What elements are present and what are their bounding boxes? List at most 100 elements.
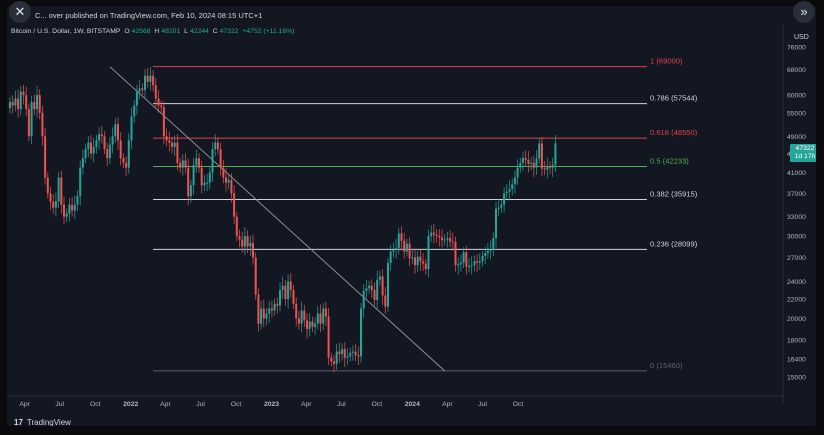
candle-body <box>265 313 268 319</box>
candle-body <box>125 162 128 168</box>
candle-body <box>176 142 179 163</box>
candle-body <box>122 158 125 163</box>
candle-body <box>495 208 497 239</box>
candle-body <box>435 234 438 237</box>
y-tick-label: 49000 <box>787 134 806 141</box>
fib-level-label: 0.786 (57544) <box>650 94 698 103</box>
candle-body <box>11 101 14 106</box>
candle-body <box>17 98 20 110</box>
candle-body <box>171 142 173 147</box>
candle-body <box>144 75 146 91</box>
candle-body <box>203 182 206 186</box>
candle-body <box>362 290 365 309</box>
fib-level-label: 0.382 (35915) <box>650 189 698 198</box>
candle-body <box>446 238 449 240</box>
candle-body <box>492 238 495 250</box>
candle-body <box>157 98 160 106</box>
low-value: 42244 <box>189 28 209 35</box>
candle-body <box>90 142 92 154</box>
candle-body <box>262 308 265 319</box>
candle-body <box>135 91 138 106</box>
fib-level-label: 0.236 (28099) <box>650 239 698 248</box>
candle-body <box>522 158 524 163</box>
candle-body <box>378 276 381 280</box>
close-icon[interactable]: ✕ <box>9 1 31 23</box>
candle-body <box>300 310 303 324</box>
candle-body <box>230 180 233 194</box>
candle-body <box>9 101 11 109</box>
candle-body <box>497 207 500 209</box>
candle-body <box>103 136 106 150</box>
candle-body <box>22 91 25 96</box>
candle-body <box>192 165 195 186</box>
y-tick-label: 15000 <box>787 375 806 382</box>
candle-body <box>392 250 395 252</box>
publisher-header: C... over published on TradingView.com, … <box>7 6 816 24</box>
candle-body <box>68 204 71 214</box>
candle-body <box>524 158 527 161</box>
x-tick-label: 2022 <box>123 401 138 408</box>
candle-body <box>292 290 295 304</box>
candle-body <box>27 109 30 137</box>
fib-level-label: 1 (69000) <box>650 57 683 66</box>
candle-body <box>92 146 95 154</box>
candle-body <box>408 243 411 259</box>
price-chart[interactable]: 1 (69000) 0.786 (57544) 0.618 (48550) 0.5 (… <box>7 6 816 426</box>
candle-body <box>38 95 41 113</box>
candle-body <box>530 162 533 164</box>
candle-body <box>430 232 433 237</box>
x-tick-label: Apr <box>160 401 171 408</box>
candle-body <box>141 88 144 91</box>
x-tick-label: Oct <box>231 401 242 408</box>
y-tick-label: 30000 <box>787 234 806 241</box>
candle-body <box>427 236 430 270</box>
candle-body <box>130 116 133 141</box>
open-value: 42568 <box>131 28 151 35</box>
candle-body <box>335 351 338 364</box>
candle-body <box>25 95 28 110</box>
y-tick-label: 16400 <box>787 356 806 363</box>
candle-body <box>346 356 349 358</box>
candle-body <box>303 310 306 321</box>
candle-body <box>179 162 182 168</box>
candle-body <box>146 75 149 82</box>
candle-body <box>389 251 392 263</box>
candle-body <box>316 313 319 324</box>
candle-body <box>384 295 387 307</box>
candle-body <box>208 172 211 183</box>
y-tick-label: 27000 <box>787 255 806 262</box>
candle-body <box>168 140 171 143</box>
candle-body <box>395 247 398 251</box>
candle-body <box>416 256 419 266</box>
currency-label: USD <box>794 34 809 41</box>
x-tick-label: 2023 <box>264 401 279 408</box>
y-tick-label: 18000 <box>787 337 806 344</box>
candle-body <box>284 285 287 300</box>
double-chevron-right-icon[interactable]: » <box>793 1 815 23</box>
candle-body <box>311 321 314 327</box>
candle-body <box>381 276 384 296</box>
candle-body <box>462 252 465 263</box>
candle-body <box>370 285 373 291</box>
candle-body <box>162 107 165 137</box>
candle-body <box>449 238 452 242</box>
candle-body <box>219 149 222 168</box>
symbol-title[interactable]: Bitcoin / U.S. Dollar, 1W, BITSTAMP <box>11 28 121 35</box>
open-label: O <box>124 28 130 35</box>
x-tick-label: Jul <box>196 401 205 408</box>
candle-body <box>76 196 79 205</box>
candle-body <box>260 308 263 324</box>
candle-body <box>486 250 489 253</box>
candle-body <box>470 265 473 267</box>
candle-body <box>419 256 422 262</box>
candle-body <box>484 252 487 256</box>
candle-body <box>238 236 241 240</box>
candle-body <box>519 162 522 168</box>
change-value: +4752 (+11.16%) <box>242 28 295 35</box>
candle-body <box>14 98 17 106</box>
bar-countdown: 1d 17h <box>794 153 816 160</box>
candle-body <box>187 167 190 197</box>
candle-body <box>243 236 246 247</box>
candle-body <box>173 142 176 147</box>
